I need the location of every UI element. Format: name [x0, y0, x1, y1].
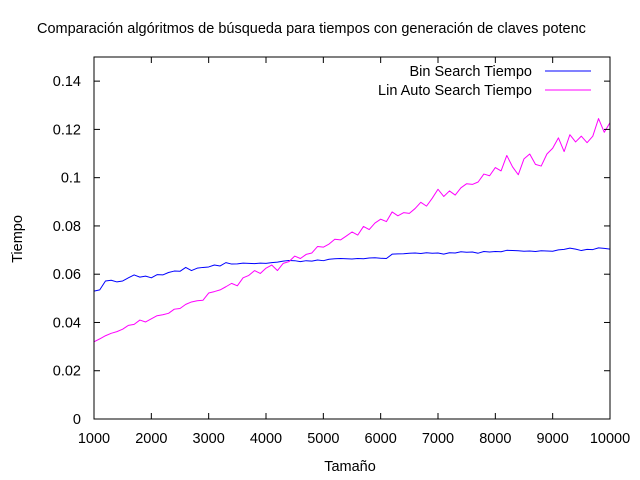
series-layer [93, 118, 611, 343]
series-line-bin-search [93, 247, 611, 292]
x-tick-label: 7000 [422, 431, 454, 447]
y-tick-label: 0 [73, 412, 81, 428]
x-tick-label: 1000 [78, 431, 110, 447]
x-tick-label: 5000 [307, 431, 339, 447]
y-tick-label: 0.14 [53, 74, 81, 90]
y-axis-label: Tiempo [10, 215, 26, 263]
y-tick-label: 0.08 [53, 219, 81, 235]
x-tick-label: 2000 [135, 431, 167, 447]
chart-title: Comparación algóritmos de búsqueda para … [37, 21, 586, 37]
y-tick-label: 0.1 [61, 171, 81, 187]
y-tick-label: 0.02 [53, 364, 81, 380]
y-tick-label: 0.04 [53, 315, 81, 331]
y-tick-label: 0.12 [53, 122, 81, 138]
x-tick-label: 8000 [479, 431, 511, 447]
x-tick-label: 9000 [537, 431, 569, 447]
x-tick-label: 3000 [193, 431, 225, 447]
ticks-layer: 1000 2000 3000 4000 5000 6000 7000 8000 9000 1000… [53, 57, 630, 447]
plot-frame [93, 56, 611, 420]
legend-label: Lin Auto Search Tiempo [378, 83, 532, 99]
x-tick-label: 10000 [590, 431, 630, 447]
x-tick-label: 6000 [365, 431, 397, 447]
series-line-lin-auto-search [93, 118, 611, 343]
x-tick-label: 4000 [250, 431, 282, 447]
legend-label: Bin Search Tiempo [409, 64, 532, 80]
legend: Bin Search Tiempo Lin Auto Search Tiempo [378, 64, 591, 99]
y-tick-label: 0.06 [53, 267, 81, 283]
x-axis-label: Tamaño [324, 459, 376, 475]
